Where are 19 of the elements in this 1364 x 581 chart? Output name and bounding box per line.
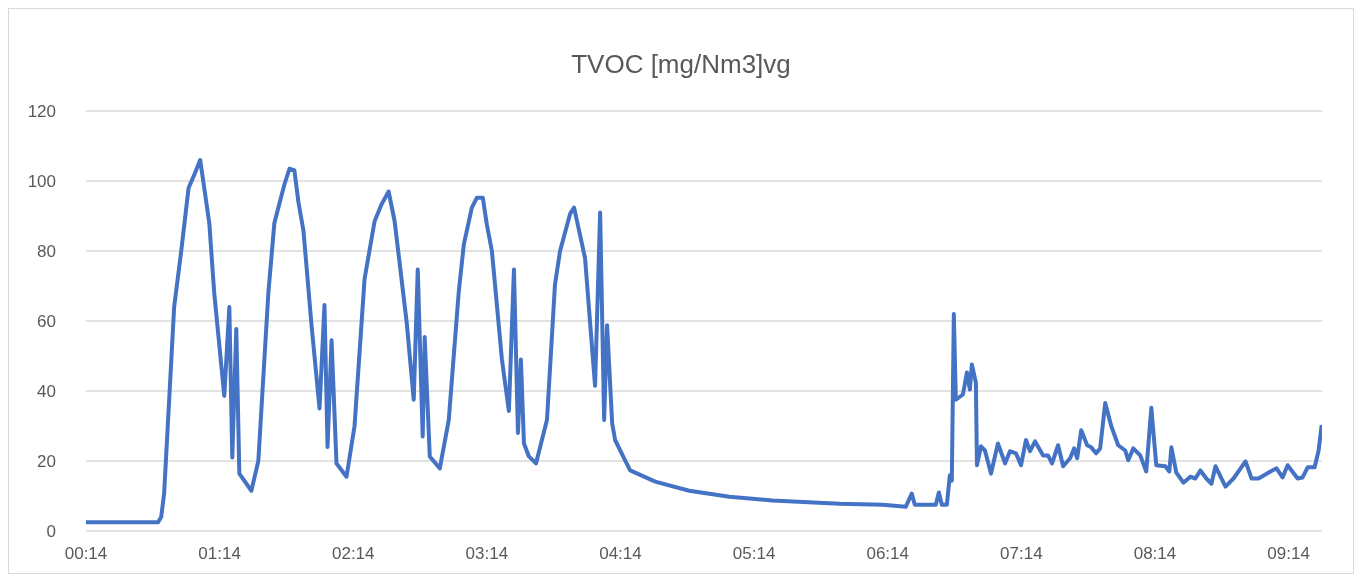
x-tick-label: 03:14 xyxy=(465,544,509,564)
y-tick-label: 120 xyxy=(27,102,56,122)
y-tick-label: 80 xyxy=(37,242,56,262)
line-series xyxy=(86,158,1322,525)
chart-title: TVOC [mg/Nm3]vg xyxy=(570,49,792,80)
y-tick-label: 40 xyxy=(37,382,56,402)
x-tick-label: 05:14 xyxy=(732,544,776,564)
y-tick-label: 20 xyxy=(37,452,56,472)
x-tick-label: 04:14 xyxy=(599,544,642,564)
x-tick-label: 01:14 xyxy=(198,544,241,564)
y-tick-label: 100 xyxy=(27,172,56,192)
x-tick-label: 08:14 xyxy=(1133,544,1177,564)
x-tick-label: 09:14 xyxy=(1267,544,1310,564)
y-tick-label: 0 xyxy=(46,522,56,542)
x-tick-label: 00:14 xyxy=(64,544,108,564)
x-tick-label: 06:14 xyxy=(866,544,909,564)
y-tick-label: 60 xyxy=(37,312,56,332)
x-tick-label: 07:14 xyxy=(1000,544,1043,564)
x-tick-label: 02:14 xyxy=(331,544,375,564)
